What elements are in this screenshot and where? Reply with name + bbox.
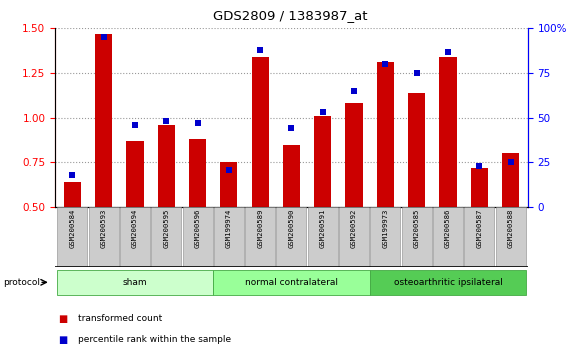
Bar (126, 141, 143, 207)
Bar (440, 57, 456, 207)
Text: GDS2809 / 1383987_at: GDS2809 / 1383987_at (213, 9, 367, 22)
Text: ■: ■ (58, 314, 67, 324)
Text: GSM200591: GSM200591 (320, 209, 326, 248)
Text: osteoarthritic ipsilateral: osteoarthritic ipsilateral (394, 278, 502, 287)
Text: GSM200584: GSM200584 (70, 209, 75, 248)
Point (380, 61, 390, 67)
Point (193, 120, 202, 126)
Bar (245, 207, 275, 267)
Text: percentile rank within the sample: percentile rank within the sample (78, 335, 231, 344)
Point (224, 167, 234, 172)
Bar (252, 57, 269, 207)
Bar (213, 270, 369, 295)
Text: sham: sham (122, 278, 147, 287)
Bar (495, 207, 525, 267)
Text: GSM200593: GSM200593 (100, 209, 107, 248)
Bar (189, 139, 206, 207)
Point (412, 70, 421, 76)
Bar (371, 207, 400, 267)
Bar (470, 168, 488, 207)
Bar (220, 162, 237, 207)
Bar (314, 116, 331, 207)
Point (130, 122, 140, 128)
Text: ■: ■ (58, 335, 67, 345)
Bar (339, 207, 369, 267)
Bar (408, 93, 425, 207)
Point (68, 172, 77, 178)
Bar (502, 154, 519, 207)
Text: GSM200588: GSM200588 (508, 209, 513, 248)
Point (474, 163, 484, 169)
Text: GSM200594: GSM200594 (132, 209, 138, 248)
Point (506, 160, 515, 165)
Point (349, 88, 358, 94)
Text: transformed count: transformed count (78, 314, 162, 323)
Text: normal contralateral: normal contralateral (245, 278, 338, 287)
Bar (183, 207, 212, 267)
Text: GSM199973: GSM199973 (382, 209, 389, 248)
Bar (158, 125, 175, 207)
Text: GSM199974: GSM199974 (226, 209, 232, 248)
Text: GSM200592: GSM200592 (351, 209, 357, 248)
Bar (308, 207, 338, 267)
Bar (57, 270, 213, 295)
Bar (464, 207, 494, 267)
Bar (214, 207, 244, 267)
Point (162, 119, 171, 124)
Text: GSM200595: GSM200595 (163, 209, 169, 248)
Point (99, 34, 108, 40)
Bar (401, 207, 432, 267)
Text: GSM200596: GSM200596 (194, 209, 201, 248)
Point (443, 49, 452, 55)
Bar (64, 182, 81, 207)
Bar (369, 270, 526, 295)
Text: GSM200589: GSM200589 (257, 209, 263, 248)
Text: GSM200586: GSM200586 (445, 209, 451, 248)
Bar (120, 207, 150, 267)
Point (256, 47, 265, 53)
Bar (151, 207, 182, 267)
Bar (346, 103, 362, 207)
Bar (377, 62, 394, 207)
Text: protocol: protocol (3, 278, 40, 287)
Text: GSM200587: GSM200587 (476, 209, 483, 248)
Bar (89, 207, 119, 267)
Bar (433, 207, 463, 267)
Bar (57, 207, 88, 267)
Point (287, 126, 296, 131)
Text: GSM200590: GSM200590 (288, 209, 295, 248)
Bar (283, 144, 300, 207)
Bar (95, 34, 113, 207)
Bar (277, 207, 306, 267)
Text: GSM200585: GSM200585 (414, 209, 420, 248)
Point (318, 109, 327, 115)
